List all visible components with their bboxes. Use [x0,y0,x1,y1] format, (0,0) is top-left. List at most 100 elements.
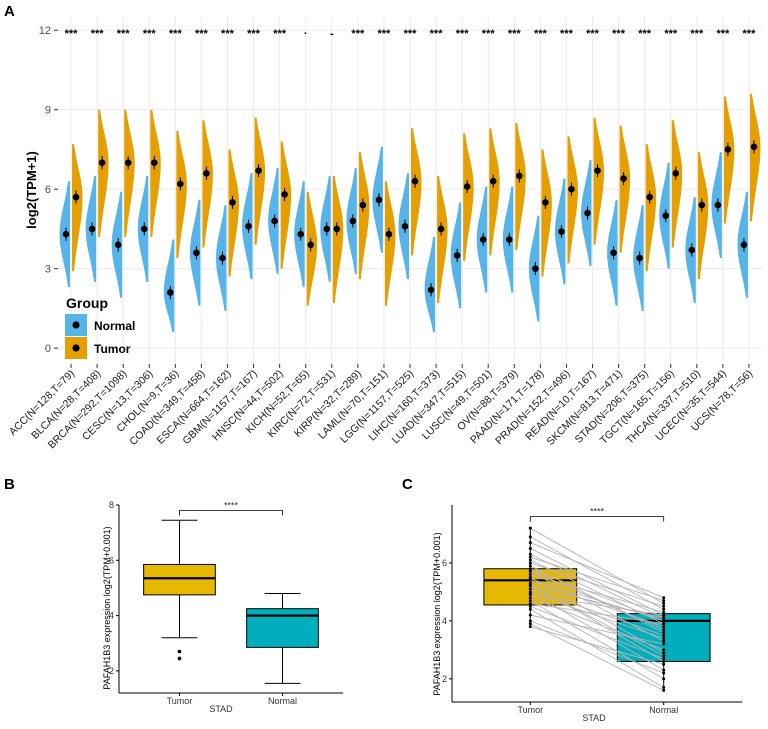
significance-label: *** [534,28,548,40]
tumor-median-point [385,230,393,238]
tumor-median-point [72,193,80,201]
normal-median-point [505,236,513,243]
normal-median-point [401,222,409,230]
significance-label: *** [65,28,79,40]
y-tick-label: 4 [442,616,447,626]
normal-point [662,596,666,600]
paired-line [530,569,664,630]
normal-median-point [62,230,70,238]
y-axis-label-b: PAFAH1B3 expression log2(TPM+0.001) [102,526,112,689]
significance-label: *** [716,28,730,40]
normal-median-point [479,236,487,243]
legend-dot-tumor [72,344,80,352]
tumor-point [528,561,532,565]
violin-chart: *** *** *** *** *** *** *** *** *** · - *** *** *** **… [7,17,762,451]
violin-tumor [645,144,657,272]
normal-median-point [140,225,148,233]
x-axis-a: ACC(N=128,T=79)BLCA(N=28,T=408)BRCA(N=29… [7,364,755,451]
significance-label: *** [664,28,678,40]
tumor-point [528,607,532,611]
normal-point [662,628,666,632]
violin-tumor [384,181,396,306]
normal-point [662,654,666,658]
significance-label: **** [224,501,239,511]
paired-line [530,614,664,645]
tumor-point [528,552,532,556]
paired-line [530,594,664,616]
significance-label: *** [378,28,392,40]
normal-median-point [219,254,226,262]
paired-line [530,527,664,604]
violin-tumor [437,175,448,304]
tumor-median-point [307,241,315,249]
significance-label: *** [586,28,600,40]
tumor-point [528,622,532,626]
violin-tumor [124,109,135,237]
normal-median-point [532,265,539,272]
significance-label: *** [273,28,287,40]
tumor-median-point [489,177,497,185]
category-label: Normal [649,705,678,715]
outlier-point [177,656,182,661]
paired-line [530,553,664,619]
normal-point [662,688,666,692]
tumor-median-point [150,159,158,166]
legend-label-normal: Normal [94,319,135,333]
plot-area-b: 2 4 6 8 Tumor Normal **** [109,500,343,706]
y-tick-label-a: 3 [45,264,51,276]
y-tick-label: 2 [442,674,447,684]
x-axis-label-c: STAD [582,713,606,723]
y-tick-label: 8 [109,500,114,510]
normal-point [662,604,666,608]
violin-normal [424,236,436,333]
normal-median-point [688,246,696,254]
significance-bracket [179,510,283,516]
normal-point [662,668,666,672]
normal-median-point [662,212,670,219]
paired-line [530,559,664,625]
tumor-point [528,625,532,629]
tumor-point [528,587,532,591]
violin-normal [163,239,175,333]
violin-tumor [254,117,265,245]
outlier-point [177,649,182,654]
violin-tumor [358,152,370,280]
significance-label: **** [590,507,605,517]
normal-point [662,610,666,614]
normal-point [662,630,666,634]
paired-line [530,536,664,610]
tumor-point [528,596,532,600]
tumor-point [528,591,532,595]
paired-line [530,605,664,659]
violin-tumor [671,120,683,248]
tumor-point [528,578,532,582]
significance-label: *** [456,28,470,40]
paired-line [530,585,664,619]
violin-tumor [593,117,604,245]
tumor-point [528,573,532,577]
panel-label-b: B [4,476,15,493]
normal-median-point [584,209,591,217]
paired-line [530,626,664,665]
normal-point [662,636,666,640]
violin-tumor [567,136,578,264]
normal-point [662,622,666,626]
normal-median-point [740,241,748,249]
legend-label-tumor: Tumor [94,342,131,356]
significance-label: *** [117,28,131,40]
violin-tumor [98,109,109,237]
paired-line [530,592,664,639]
tumor-point [528,602,532,605]
y-tick-label: 2 [109,666,114,676]
significance-label: *** [612,28,626,40]
significance-labels: *** *** *** *** *** *** *** *** *** · - *** *** *** **… [65,28,756,40]
violin-tumor [150,109,161,237]
tumor-median-point [672,169,680,177]
tumor-point [528,546,532,550]
normal-point [662,659,666,663]
tumor-median-point [568,185,575,193]
normal-point [662,619,666,623]
paired-line [530,577,664,654]
significance-label: *** [195,28,209,40]
normal-point [662,648,666,652]
